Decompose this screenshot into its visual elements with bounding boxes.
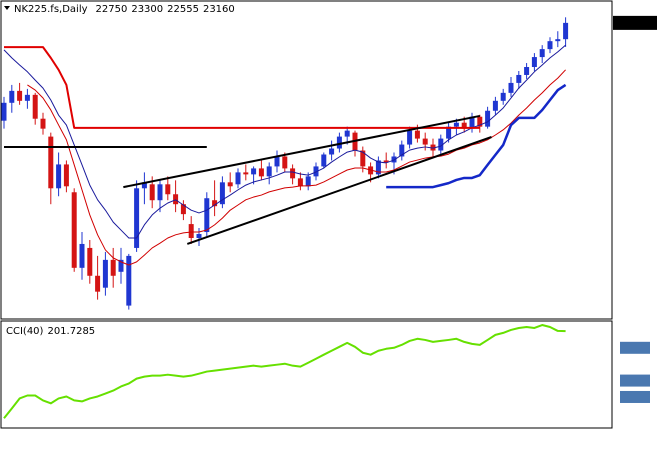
candle-body [344,130,350,137]
candle-body [438,138,444,151]
candle-body [477,116,483,127]
candle-body [407,130,413,145]
last-open: 22750 [96,4,128,15]
candle-body [297,178,303,187]
symbol-name: NK225.fs,Daily [14,4,88,15]
candle-body [469,116,475,129]
candle-body [321,154,327,167]
candle-body [173,194,179,205]
candle-body [414,130,420,139]
last-low: 22555 [167,4,199,15]
candle-body [524,67,530,75]
candle-body [258,168,264,177]
candle-body [453,122,459,127]
candle-body [461,122,467,129]
candle-body [290,168,296,179]
candle-body [563,22,569,40]
candle-body [329,148,335,155]
candle-body [485,110,491,127]
cci-last-value: 201.7285 [47,326,95,337]
candle-body [87,247,93,276]
candle-body [446,126,452,139]
candle-body [95,275,101,292]
candle-body [219,182,225,205]
level-label-box [620,390,650,403]
candle-body [40,118,46,129]
candle-body [422,138,428,145]
candle-body [266,166,272,177]
drawn-line [186,136,492,245]
candle-body [282,156,288,169]
candle-body [1,102,7,121]
cci-header: CCI(40) 201.7285 [6,326,95,337]
candle-body [17,90,23,101]
candle-body [165,184,171,195]
candle-body [24,94,30,101]
candle-body [305,176,311,187]
candle-body [149,184,155,201]
level-label-box [620,341,650,354]
candle-body [141,182,147,189]
candle-body [180,204,186,215]
last-high: 23300 [131,4,163,15]
candle-body [313,166,319,177]
cci-name: CCI(40) [6,326,44,337]
candle-body [531,57,537,68]
candle-body [399,144,405,157]
candle-body [360,150,366,167]
current-price-box [613,15,657,30]
candle-body [375,160,381,175]
candle-body [102,259,108,288]
candle-body [63,164,69,187]
candle-body [555,39,561,42]
text-layer: NK225.fs,Daily 22750 23300 22555 23160 CCI(4… [4,4,657,403]
price-panel-frame [0,0,613,320]
candle-body [204,198,210,233]
candle-body [243,172,249,175]
candle-body [336,136,342,149]
candle-body [274,156,280,167]
candle-body [79,243,85,268]
candle-body [227,182,233,187]
candle-body [500,92,506,101]
candle-body [157,184,163,201]
moving-average-line [4,46,480,129]
symbol-menu-icon[interactable] [4,6,10,10]
candle-body [235,172,241,185]
cci-line [3,324,566,419]
candle-body [110,259,116,276]
candle-body [134,188,140,248]
candle-body [492,100,498,111]
candle-body [430,144,436,151]
candle-body [196,234,202,238]
candle-body [48,136,54,189]
candle-body [32,94,38,119]
candle-body [9,90,15,103]
candle-body [539,49,545,58]
symbol-header: NK225.fs,Daily 22750 23300 22555 23160 [14,4,235,15]
moving-average-line [386,83,567,189]
marks-layer [1,17,569,419]
candle-body [118,259,124,272]
candle-body [56,164,62,189]
level-label-box [620,374,650,387]
last-close: 23160 [203,4,235,15]
drawn-line [123,114,480,189]
candle-body [71,192,77,268]
candle-body [508,82,514,93]
candle-body [516,74,522,83]
cci-panel-frame [0,320,613,429]
candle-body [188,224,194,238]
candle-body [383,160,389,163]
candle-body [212,200,218,207]
candle-body [126,255,132,306]
moving-average-line [27,69,566,266]
candle-body [251,168,257,175]
candle-body [547,41,553,50]
